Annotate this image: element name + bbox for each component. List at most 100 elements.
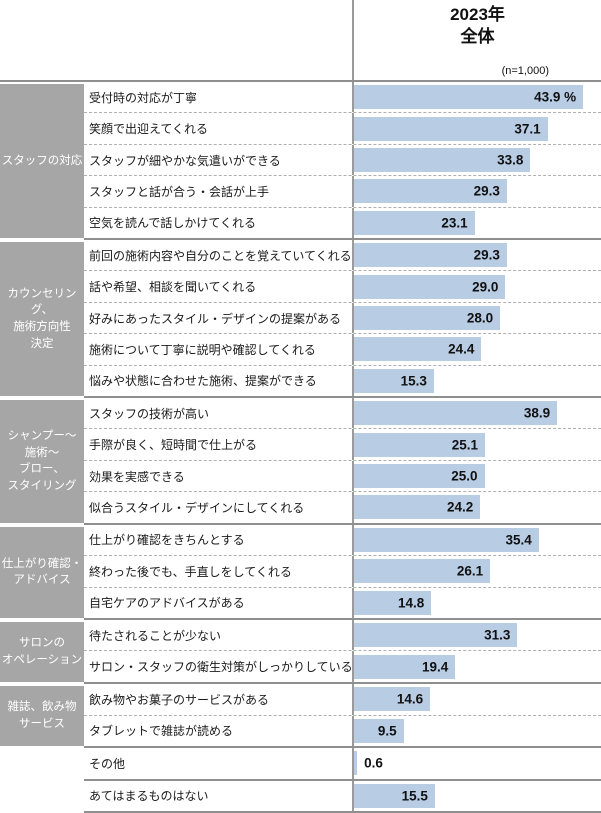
item-label: 受付時の対応が丁寧 [89,90,198,105]
item-row: その他 0.6 [84,748,601,779]
bar [354,751,358,776]
bar: 25.1 [354,432,485,457]
bar: 37.1 [354,116,548,141]
bar-value-label: 25.1 [451,437,478,453]
item-label: 似合うスタイル・デザインにしてくれる [89,500,305,515]
bar-zone: 19.4 [352,651,601,683]
category-block: カウンセリング、 施術方向性 決定 [0,242,84,397]
category-cell: スタッフの対応 [0,82,84,240]
bar: 38.9 [354,401,558,426]
item-row: 自宅ケアのアドバイスがある 14.8 [84,586,601,618]
bar-zone: 15.3 [352,365,601,397]
bar-zone: 33.8 [352,144,601,176]
item-label: 待たされることが少ない [89,628,222,643]
item-label: スタッフの技術が高い [89,406,210,421]
bar: 15.5 [354,783,435,808]
bar: 43.9 % [354,85,584,110]
bar-value-label: 19.4 [422,659,449,675]
item-row: タブレットで雑誌が読める 9.5 [84,714,601,747]
group-rows: スタッフの技術が高い 38.9 手際が良く、短時間で仕上がる 25.1 効果を実感できる… [84,398,601,525]
bar-zone: 14.8 [352,587,601,618]
group-rows: あてはまるものはない 15.5 [84,780,601,813]
bar-value-label: 28.0 [466,310,494,326]
header-spacer [0,0,352,80]
item-row: 手際が良く、短時間で仕上がる 25.1 [84,428,601,460]
item-row: 笑顔で出迎えてくれる 37.1 [84,112,601,144]
item-label: 空気を読んで話しかけてくれる [89,216,257,231]
bar-zone: 24.4 [352,334,601,365]
item-row: スタッフと話が合う・会話が上手 29.3 [84,175,601,207]
bar-value-label: 31.3 [484,627,511,643]
item-label: 飲み物やお菓子のサービスがある [89,692,270,707]
bar-zone: 29.3 [352,240,601,271]
bar: 24.4 [354,337,482,362]
bar-value-label: 43.9 % [534,89,577,105]
bar-zone: 0.6 [352,748,601,779]
bar-zone: 9.5 [352,715,601,747]
bar-zone: 43.9 % [352,82,601,113]
bar-value-label: 35.4 [505,532,532,548]
bar: 15.3 [354,368,434,393]
bar-value-label: 24.2 [447,499,474,515]
group-rows: 前回の施術内容や自分のことを覚えていてくれる 29.3 話や希望、相談を聞いてくれる… [84,240,601,399]
bar: 24.2 [354,495,481,520]
sample-size: (n=1,000) [501,65,549,77]
bar: 33.8 [354,148,531,173]
bar-zone: 38.9 [352,398,601,429]
bar-zone: 24.2 [352,492,601,523]
item-label: 自宅ケアのアドバイスがある [89,596,245,611]
category-group: あてはまるものはない 15.5 [0,780,601,813]
bar: 28.0 [354,306,501,331]
group-rows: 飲み物やお菓子のサービスがある 14.6 タブレットで雑誌が読める 9.5 [84,684,601,749]
bar: 14.6 [354,687,431,712]
category-group: その他 0.6 [0,748,601,781]
bar: 31.3 [354,623,518,648]
bar-zone: 25.0 [352,460,601,492]
bar-value-label: 23.1 [441,215,468,231]
item-label: 手際が良く、短時間で仕上がる [89,438,258,453]
group-rows: その他 0.6 [84,748,601,781]
item-label: スタッフと話が合う・会話が上手 [89,184,270,199]
item-label: 施術について丁寧に説明や確認してくれる [89,342,316,357]
item-label: 終わった後でも、手直しをしてくれる [89,564,292,579]
bar-zone: 26.1 [352,556,601,587]
bar-zone: 31.3 [352,619,601,651]
column-header-2023: 2023年 全体 (n=1,000) [352,0,601,80]
bar-value-label: 37.1 [514,121,541,137]
bar-value-label: 9.5 [377,723,397,739]
group-rows: 受付時の対応が丁寧 43.9 % 笑顔で出迎えてくれる 37.1 スタッフが細やかな気遣… [84,82,601,241]
item-row: 飲み物やお菓子のサービスがある 14.6 [84,684,601,715]
category-cell [0,748,84,780]
bar-zone: 37.1 [352,113,601,144]
item-row: 好みにあったスタイル・デザインの提案がある 28.0 [84,301,601,334]
bar-value-label: 14.8 [398,595,425,611]
bar: 9.5 [354,718,404,743]
item-label: スタッフが細やかな気遣いができる [89,153,281,168]
item-label: タブレットで雑誌が読める [89,724,234,739]
scope-label: 全体 [460,27,495,47]
bar-value-label: 24.4 [448,341,475,357]
item-label: 笑顔で出迎えてくれる [89,122,209,137]
item-row: あてはまるものはない 15.5 [84,780,601,812]
bar: 29.3 [354,179,507,204]
bar-value-label: 29.0 [472,279,499,295]
category-group: カウンセリング、 施術方向性 決定 前回の施術内容や自分のことを覚えていてくれる 29.… [0,240,601,399]
category-block: 仕上がり確認・ アドバイス [0,526,84,618]
category-group: 雑誌、飲み物 サービス 飲み物やお菓子のサービスがある 14.6 タブレットで雑誌が読め… [0,684,601,749]
item-label: 話や希望、相談を聞いてくれる [89,280,257,295]
category-group: スタッフの対応 受付時の対応が丁寧 43.9 % 笑顔で出迎えてくれる 37.1 スタッフ… [0,82,601,241]
item-label: 前回の施術内容や自分のことを覚えていてくれる [89,248,352,263]
bar-value-label: 14.6 [396,691,424,707]
bar-value-label: 33.8 [497,152,524,168]
year-label: 2023年 [450,5,505,24]
bar: 23.1 [354,210,475,235]
category-cell: シャンプー～ 施術～ ブロー、 スタイリング [0,398,84,525]
bar-value-label: 38.9 [523,405,551,421]
bar-value-label: 15.5 [401,788,428,804]
category-cell [0,781,84,813]
item-label: サロン・スタッフの衛生対策がしっかりしている [89,660,352,675]
item-row: 効果を実感できる 25.0 [84,459,601,492]
category-cell: 仕上がり確認・ アドバイス [0,525,84,620]
bar-value-label: 29.3 [473,183,500,199]
column-title: 2023年 全体 [354,4,601,48]
